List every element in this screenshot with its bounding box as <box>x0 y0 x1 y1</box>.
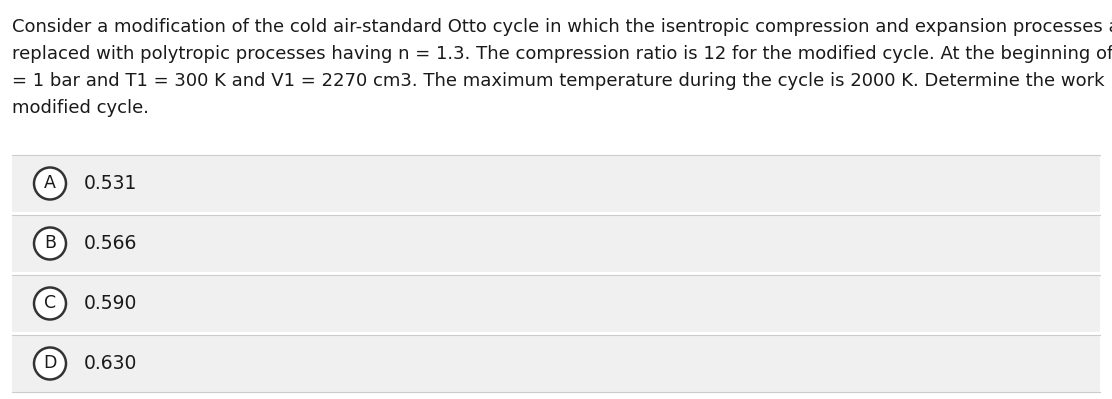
Circle shape <box>34 348 66 379</box>
Text: 0.566: 0.566 <box>85 234 138 253</box>
Text: replaced with polytropic processes having n = 1.3. The compression ratio is 12 f: replaced with polytropic processes havin… <box>12 45 1112 63</box>
Text: 0.590: 0.590 <box>85 294 138 313</box>
Text: C: C <box>44 294 56 312</box>
Text: Consider a modification of the cold air-standard Otto cycle in which the isentro: Consider a modification of the cold air-… <box>12 18 1112 36</box>
Bar <box>12 275 1100 332</box>
Text: 0.630: 0.630 <box>85 354 138 373</box>
Text: modified cycle.: modified cycle. <box>12 99 149 117</box>
Circle shape <box>34 168 66 200</box>
Bar <box>12 155 1100 212</box>
Text: D: D <box>43 354 57 373</box>
Bar <box>12 335 1100 392</box>
Text: A: A <box>44 174 56 192</box>
Text: B: B <box>44 235 56 253</box>
Text: 0.531: 0.531 <box>85 174 138 193</box>
Circle shape <box>34 227 66 259</box>
Text: = 1 bar and T1 = 300 K and V1 = 2270 cm3. The maximum temperature during the cyc: = 1 bar and T1 = 300 K and V1 = 2270 cm3… <box>12 72 1112 90</box>
Circle shape <box>34 288 66 320</box>
Bar <box>12 215 1100 272</box>
